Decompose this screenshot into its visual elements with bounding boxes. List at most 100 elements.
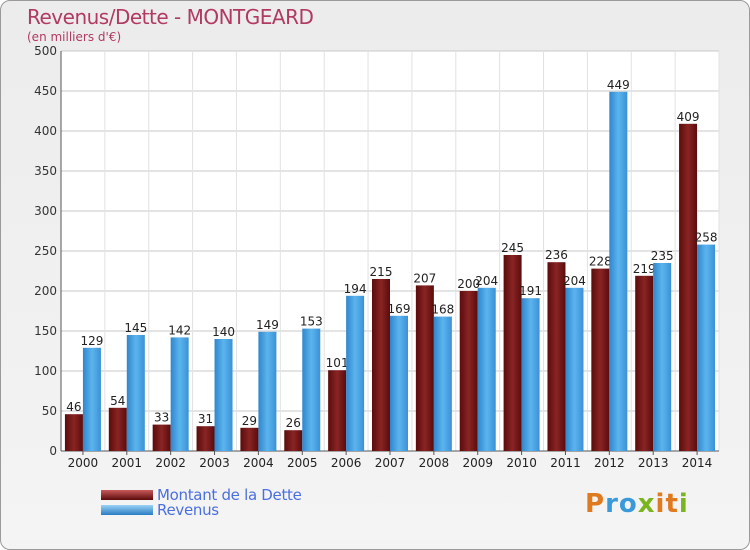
- bar-dette: [591, 268, 610, 451]
- y-tick-label: 0: [49, 444, 57, 458]
- x-tick-label: 2004: [243, 456, 274, 470]
- chart-title: Revenus/Dette - MONTGEARD: [27, 5, 314, 29]
- bar-revenus: [609, 91, 628, 452]
- x-tick-label: 2008: [419, 456, 450, 470]
- x-tick-label: 2013: [638, 456, 669, 470]
- data-label-revenus: 235: [651, 249, 674, 263]
- data-label-revenus: 153: [300, 315, 323, 329]
- x-tick-label: 2009: [462, 456, 493, 470]
- data-label-revenus: 129: [80, 334, 103, 348]
- data-label-dette: 54: [110, 394, 125, 408]
- bar-revenus: [697, 244, 716, 451]
- bar-dette: [372, 279, 390, 451]
- bar-revenus: [653, 263, 672, 451]
- legend-label-dette: Montant de la Dette: [157, 486, 302, 504]
- bar-dette: [679, 123, 698, 452]
- logo-letter: t: [665, 489, 679, 519]
- data-label-dette: 207: [413, 271, 436, 285]
- y-tick-label: 50: [42, 404, 57, 418]
- bar-dette: [64, 414, 83, 451]
- data-label-revenus: 142: [168, 323, 191, 337]
- data-label-dette: 31: [198, 412, 213, 426]
- x-tick-label: 2006: [331, 456, 362, 470]
- bar-revenus: [126, 335, 145, 451]
- y-tick-label: 200: [34, 284, 57, 298]
- x-tick-label: 2011: [550, 456, 581, 470]
- data-label-revenus: 145: [124, 321, 147, 335]
- y-tick-label: 450: [34, 84, 57, 98]
- x-tick-label: 2012: [594, 456, 625, 470]
- bar-revenus: [346, 295, 365, 451]
- logo-letter: r: [605, 489, 619, 519]
- data-label-revenus: 149: [256, 318, 279, 332]
- data-label-dette: 46: [66, 400, 81, 414]
- y-tick-label: 300: [34, 204, 57, 218]
- bar-revenus: [82, 347, 101, 451]
- data-label-dette: 26: [286, 416, 301, 430]
- data-label-revenus: 204: [475, 274, 498, 288]
- logo-letter: i: [678, 489, 689, 519]
- data-label-revenus: 204: [563, 274, 586, 288]
- chart-subtitle: (en milliers d'€): [27, 30, 122, 44]
- legend-swatch-dette: [101, 490, 153, 500]
- legend-swatch-revenus: [101, 505, 153, 515]
- x-tick-label: 2002: [155, 456, 186, 470]
- bar-dette: [459, 291, 478, 451]
- bar-dette: [196, 426, 215, 451]
- data-label-revenus: 168: [431, 303, 454, 317]
- y-tick-label: 500: [34, 44, 57, 58]
- bar-revenus: [170, 337, 189, 451]
- x-tick-label: 2010: [506, 456, 537, 470]
- y-tick-label: 100: [34, 364, 57, 378]
- y-tick-label: 350: [34, 164, 57, 178]
- bar-dette: [152, 424, 171, 451]
- data-label-revenus: 258: [695, 231, 718, 245]
- data-label-dette: 228: [589, 255, 612, 269]
- legend-item-dette: Montant de la Dette: [101, 486, 302, 504]
- x-tick-label: 2005: [287, 456, 318, 470]
- x-tick-label: 2000: [68, 456, 99, 470]
- y-tick-label: 250: [34, 244, 57, 258]
- data-label-revenus: 140: [212, 325, 235, 339]
- x-tick-label: 2014: [682, 456, 713, 470]
- y-tick-label: 150: [34, 324, 57, 338]
- x-tick-label: 2003: [199, 456, 230, 470]
- logo-letter: o: [618, 489, 638, 519]
- legend-item-revenus: Revenus: [101, 501, 219, 519]
- bar-dette: [415, 285, 434, 451]
- bar-revenus: [258, 331, 277, 451]
- bar-dette: [328, 370, 347, 451]
- data-label-revenus: 191: [519, 284, 542, 298]
- data-label-dette: 236: [545, 248, 568, 262]
- data-label-dette: 409: [677, 110, 700, 124]
- bar-dette: [547, 262, 566, 451]
- data-label-dette: 219: [633, 262, 656, 276]
- data-label-dette: 200: [457, 277, 480, 291]
- bar-revenus: [302, 328, 321, 451]
- data-label-dette: 245: [501, 241, 524, 255]
- bar-dette: [108, 407, 127, 451]
- data-label-dette: 29: [242, 414, 257, 428]
- bar-revenus: [477, 287, 496, 451]
- bar-dette: [503, 255, 522, 451]
- logo-letter: P: [585, 489, 606, 519]
- x-tick-label: 2001: [112, 456, 143, 470]
- bar-revenus: [521, 298, 540, 451]
- bar-dette: [240, 427, 259, 451]
- bar-revenus: [390, 315, 408, 451]
- bar-revenus: [565, 287, 584, 451]
- bar-dette: [284, 430, 303, 451]
- bar-dette: [635, 275, 654, 451]
- data-label-revenus: 194: [344, 282, 367, 296]
- data-label-dette: 101: [326, 356, 349, 370]
- data-label-dette: 33: [154, 411, 169, 425]
- proxiti-logo: Proxiti: [585, 489, 689, 519]
- legend-label-revenus: Revenus: [157, 501, 219, 519]
- data-label-revenus: 169: [388, 302, 411, 316]
- y-tick-label: 400: [34, 124, 57, 138]
- data-label-dette: 215: [370, 265, 393, 279]
- logo-letter: i: [655, 489, 666, 519]
- x-tick-label: 2007: [375, 456, 406, 470]
